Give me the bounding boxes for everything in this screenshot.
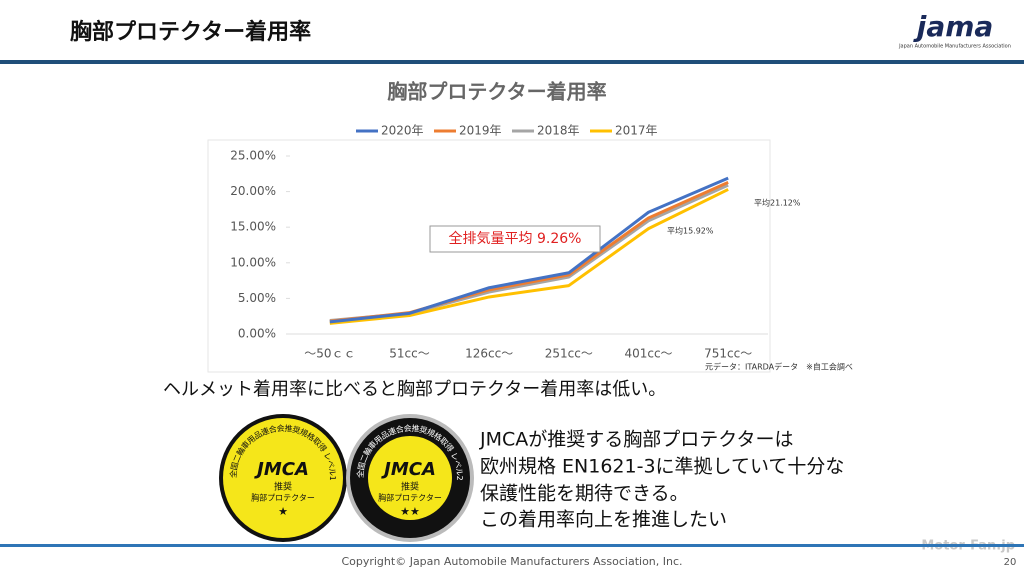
- logo: jama: [913, 10, 994, 43]
- badge-label: 胸部プロテクター: [378, 493, 442, 503]
- legend-label: 2019年: [459, 124, 502, 138]
- x-tick-label: 51cc～: [389, 347, 429, 361]
- body-line: 欧州規格 EN1621-3に準拠していて十分な: [480, 456, 844, 478]
- y-tick-label: 25.00%: [230, 149, 276, 163]
- body-line: JMCAが推奨する胸部プロテクターは: [479, 429, 794, 451]
- header-rule: [0, 60, 1024, 64]
- x-tick-label: 126cc～: [465, 347, 513, 361]
- chart-frame: [207, 139, 771, 373]
- source-note: 元データ：ITARDAデータ ※自工会調べ: [705, 362, 853, 372]
- chart: 0.00% 5.00% 10.00% 15.00% 20.00% 25.00% ～50ｃｃ 5…: [230, 124, 768, 361]
- copyright: Copyright© Japan Automobile Manufacturer…: [341, 555, 682, 568]
- annotation: 全排気量平均 9.26%: [449, 230, 582, 247]
- y-tick-label: 5.00%: [238, 291, 276, 305]
- x-tick-label: ～50ｃｃ: [304, 347, 355, 361]
- page-number: 20: [1004, 557, 1017, 568]
- y-tick-label: 15.00%: [230, 220, 276, 234]
- badge-stars: ★: [278, 505, 288, 518]
- annotation-box: [429, 225, 601, 253]
- badge-brand: JMCA: [254, 459, 309, 480]
- badge-brand: JMCA: [381, 459, 436, 480]
- badge-stars: ★★: [400, 505, 420, 518]
- y-tick-label: 0.00%: [238, 327, 276, 341]
- y-tick-label: 10.00%: [230, 255, 276, 269]
- body-line: 保護性能を期待できる。: [480, 483, 689, 505]
- legend-label: 2018年: [537, 124, 580, 138]
- legend-label: 2017年: [615, 124, 658, 138]
- badge-label: 推奨: [274, 481, 292, 493]
- x-tick-label: 401cc～: [624, 347, 672, 361]
- annotation: 平均15.92%: [667, 226, 714, 236]
- footer-rule: [0, 544, 1024, 547]
- annotation: 平均21.12%: [754, 198, 801, 208]
- series-line: [329, 188, 729, 325]
- legend-label: 2020年: [381, 124, 424, 138]
- badge: [368, 436, 452, 520]
- x-tick-label: 251cc～: [545, 347, 593, 361]
- badge-label: 推奨: [401, 481, 419, 493]
- statement: ヘルメット着用率に比べると胸部プロテクター着用率は低い。: [163, 379, 666, 400]
- slide-title: 胸部プロテクター着用率: [70, 19, 311, 45]
- body-line: この着用率向上を推進したい: [480, 509, 727, 531]
- badge: [223, 418, 343, 538]
- logo-sub: Japan Automobile Manufacturers Associati…: [898, 44, 1011, 50]
- y-tick-label: 20.00%: [230, 184, 276, 198]
- chart-title: 胸部プロテクター着用率: [387, 80, 606, 104]
- x-tick-label: 751cc～: [704, 347, 752, 361]
- badge-label: 胸部プロテクター: [251, 493, 315, 503]
- series-line: [329, 176, 729, 324]
